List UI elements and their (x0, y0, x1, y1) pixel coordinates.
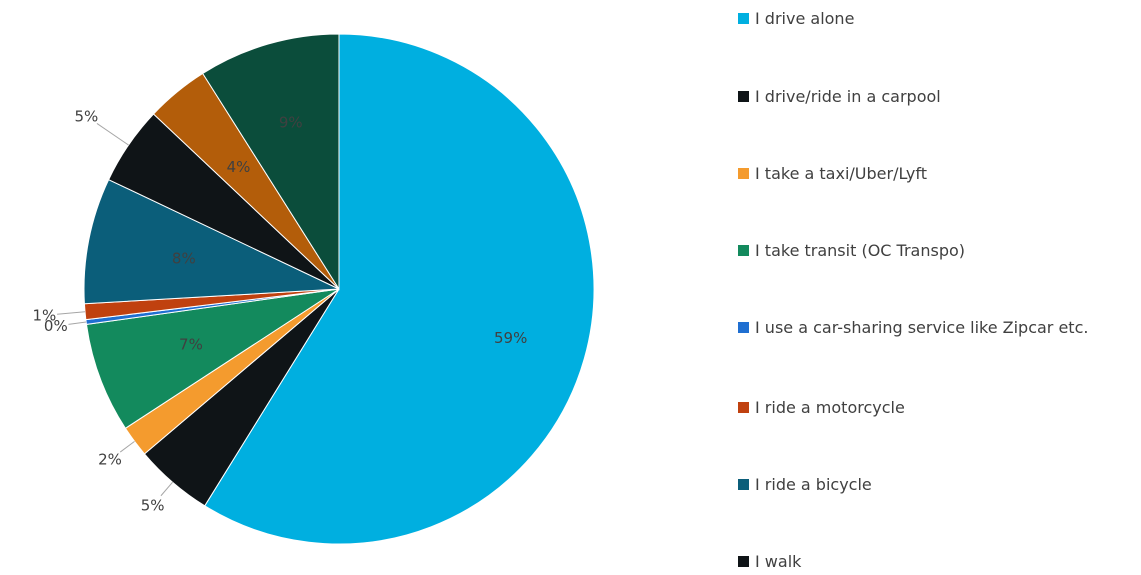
legend-swatch (738, 91, 749, 102)
legend-item: I drive/ride in a carpool (738, 84, 1135, 110)
legend-item: I take a taxi/Uber/Lyft (738, 161, 1135, 187)
legend-label: I walk (755, 552, 802, 571)
slice-data-label: 0% (44, 317, 68, 335)
legend-swatch (738, 402, 749, 413)
legend-swatch (738, 322, 749, 333)
legend-item: I drive alone (738, 6, 1135, 32)
slice-data-label: 4% (227, 158, 251, 176)
legend-label: I drive alone (755, 9, 855, 28)
legend-swatch (738, 556, 749, 567)
leader-line (119, 440, 135, 453)
legend-label: I drive/ride in a carpool (755, 87, 941, 106)
pie-chart: 59% 5% 2% 7% 0%1% 8% 5% 4% 9% (32, 33, 595, 545)
slice-data-label: 2% (98, 451, 122, 469)
legend-label: I take transit (OC Transpo) (755, 241, 966, 260)
legend-item: I walk (738, 549, 1135, 575)
pie-slice (204, 33, 595, 545)
legend-label: I take a taxi/Uber/Lyft (755, 164, 927, 183)
legend-swatch (738, 168, 749, 179)
legend-label: I ride a motorcycle (755, 398, 905, 417)
legend-label: I ride a bicycle (755, 475, 872, 494)
slice-data-label: 5% (141, 496, 165, 514)
legend-item: I use a car-sharing service like Zipcar … (738, 315, 1135, 341)
legend-swatch (738, 479, 749, 490)
legend-label: I use a car-sharing service like Zipcar … (755, 318, 1089, 337)
slice-data-label: 5% (75, 107, 99, 125)
pie-slice (83, 178, 340, 305)
slice-data-label: 1% (32, 306, 56, 324)
pie-slice (85, 288, 340, 429)
slice-data-label: 8% (172, 250, 196, 268)
slice-data-label: 7% (179, 335, 203, 353)
leader-line (68, 321, 87, 325)
slice-data-label: 9% (279, 113, 303, 131)
pie-slice (202, 33, 340, 291)
leader-line (57, 311, 86, 315)
legend-swatch (738, 13, 749, 24)
slice-data-label: 59% (494, 329, 527, 347)
legend-item: I take transit (OC Transpo) (738, 238, 1135, 264)
legend-swatch (738, 245, 749, 256)
leader-line (96, 123, 129, 146)
legend-item: I ride a bicycle (738, 472, 1135, 498)
leader-line (160, 481, 173, 497)
legend-item: I ride a motorcycle (738, 395, 1135, 421)
